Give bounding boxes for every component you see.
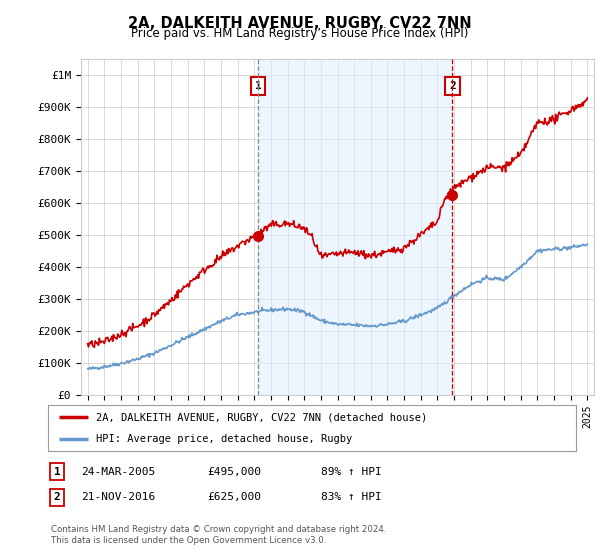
Text: Price paid vs. HM Land Registry’s House Price Index (HPI): Price paid vs. HM Land Registry’s House … [131, 27, 469, 40]
Text: 2: 2 [53, 492, 61, 502]
Text: Contains HM Land Registry data © Crown copyright and database right 2024.
This d: Contains HM Land Registry data © Crown c… [51, 525, 386, 545]
Text: £495,000: £495,000 [207, 466, 261, 477]
Text: 21-NOV-2016: 21-NOV-2016 [81, 492, 155, 502]
Text: 1: 1 [53, 466, 61, 477]
Text: 89% ↑ HPI: 89% ↑ HPI [321, 466, 382, 477]
Text: 83% ↑ HPI: 83% ↑ HPI [321, 492, 382, 502]
Text: 1: 1 [254, 81, 262, 91]
Text: 24-MAR-2005: 24-MAR-2005 [81, 466, 155, 477]
Bar [258, 59, 452, 395]
Text: 2A, DALKEITH AVENUE, RUGBY, CV22 7NN: 2A, DALKEITH AVENUE, RUGBY, CV22 7NN [128, 16, 472, 31]
Text: £625,000: £625,000 [207, 492, 261, 502]
Text: 2A, DALKEITH AVENUE, RUGBY, CV22 7NN (detached house): 2A, DALKEITH AVENUE, RUGBY, CV22 7NN (de… [95, 412, 427, 422]
Text: HPI: Average price, detached house, Rugby: HPI: Average price, detached house, Rugb… [95, 435, 352, 444]
Text: 2: 2 [449, 81, 456, 91]
